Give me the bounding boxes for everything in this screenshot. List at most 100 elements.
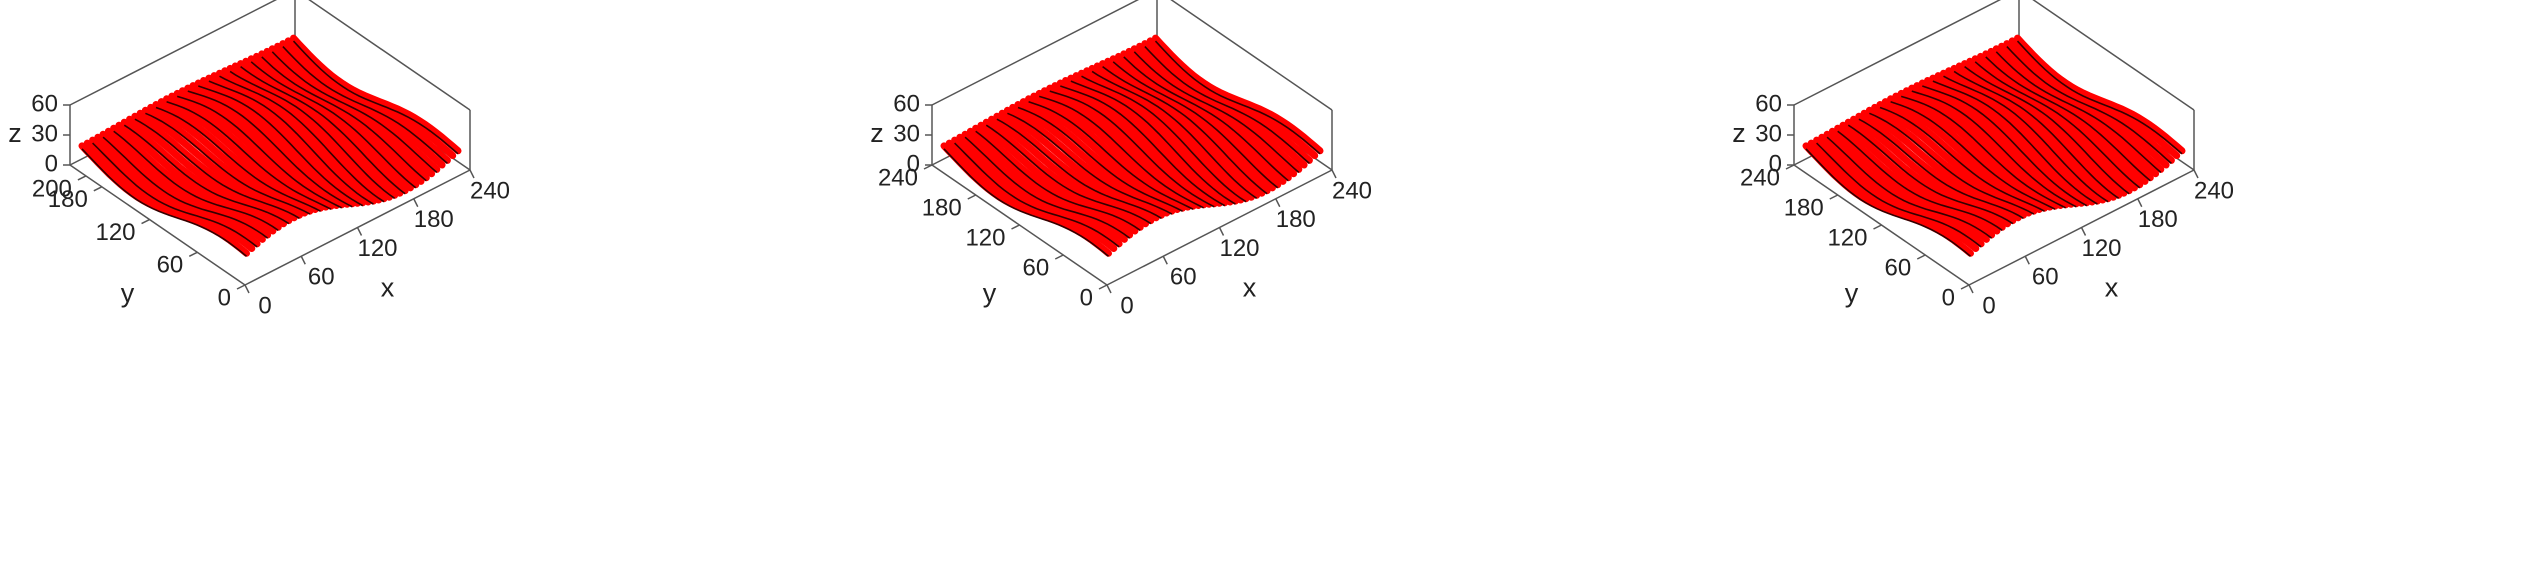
surface-stroke xyxy=(956,133,1128,243)
surface-stroke xyxy=(258,50,430,182)
y-tick-label: 180 xyxy=(922,194,962,221)
surface-stroke xyxy=(1892,92,2064,209)
surface-stroke xyxy=(247,55,420,189)
surface-edge xyxy=(145,112,311,215)
x-tick xyxy=(413,198,419,208)
surface-edge xyxy=(1943,75,2109,203)
surface-stroke xyxy=(104,127,277,235)
surface-edge xyxy=(1932,80,2098,205)
x-tick-label: 0 xyxy=(1120,292,1133,319)
surface-stroke xyxy=(83,139,256,252)
x-tick xyxy=(469,169,475,179)
x-tick xyxy=(244,284,250,294)
z-tick-label: 30 xyxy=(893,120,920,147)
x-tick-label: 60 xyxy=(308,264,335,291)
x-tick xyxy=(1968,284,1974,294)
surface-edge xyxy=(964,136,1131,239)
x-tick xyxy=(356,227,363,236)
x-tick-label: 180 xyxy=(2138,206,2178,233)
surface-edge xyxy=(271,51,438,174)
y-tick xyxy=(236,284,246,290)
y-tick xyxy=(1098,284,1108,290)
x-axis-label: x xyxy=(381,273,395,303)
surface-stroke xyxy=(1802,142,1974,257)
surface-stroke xyxy=(126,115,298,222)
x-tick-label: 0 xyxy=(258,292,271,319)
surface-stroke xyxy=(977,121,1149,228)
surface-edge xyxy=(943,148,1110,257)
surface-edge xyxy=(985,124,1152,225)
surface-stroke xyxy=(1120,50,1292,182)
surface-stroke xyxy=(115,121,287,228)
x-tick-label: 240 xyxy=(470,177,510,204)
z-tick-label: 60 xyxy=(1755,90,1782,117)
surface-edge xyxy=(996,118,1162,219)
x-tick-label: 180 xyxy=(414,206,454,233)
y-tick-label: 0 xyxy=(1080,284,1093,311)
z-axis-label: z xyxy=(1732,118,1746,148)
box-edge xyxy=(69,0,278,106)
x-tick xyxy=(2024,255,2030,265)
surface-stroke xyxy=(2014,34,2186,155)
surface-stroke xyxy=(1839,121,2011,228)
x-axis-label: x xyxy=(2105,273,2119,303)
surface-edge xyxy=(1974,61,2141,189)
y-tick xyxy=(967,194,977,200)
x-tick xyxy=(2080,227,2087,236)
surface-stroke xyxy=(1844,118,2017,225)
box-edge xyxy=(1793,0,2002,106)
surface-edge xyxy=(261,56,427,182)
surface-edge xyxy=(1964,65,2130,195)
z-axis-label: z xyxy=(870,118,884,148)
surface-edge xyxy=(1133,51,1300,174)
z-tick-label: 60 xyxy=(893,90,920,117)
surface-stroke xyxy=(99,130,272,239)
surface-edge xyxy=(219,75,385,203)
y-tick-label: 60 xyxy=(157,252,184,279)
y-tick-label: 60 xyxy=(1023,254,1050,281)
surface-stroke xyxy=(998,109,1171,217)
z-tick-label: 30 xyxy=(1755,120,1782,147)
x-tick-label: 240 xyxy=(2194,177,2234,204)
y-tick-label: 240 xyxy=(1740,164,1780,191)
surface-stroke xyxy=(1961,60,2133,195)
surface-stroke xyxy=(1046,84,1218,208)
surface-edge xyxy=(198,85,364,207)
surface-stroke xyxy=(966,127,1139,235)
surface-edge xyxy=(1869,112,2035,215)
y-axis-label: y xyxy=(121,278,135,308)
y-tick xyxy=(93,186,103,192)
y-tick xyxy=(1916,254,1926,260)
box-edge xyxy=(308,0,471,111)
surface-edge xyxy=(1017,106,1183,212)
surface-stroke xyxy=(940,142,1112,257)
surface-stroke xyxy=(1009,103,1181,213)
surface-edge xyxy=(240,65,406,195)
surface-edge xyxy=(81,148,248,257)
surface-stroke xyxy=(1014,101,1186,212)
surface-edge xyxy=(166,101,332,210)
x-tick-label: 120 xyxy=(357,235,397,262)
z-tick-label: 30 xyxy=(31,120,58,147)
surface-edge xyxy=(1123,56,1289,182)
surface-stroke xyxy=(1918,79,2091,207)
surface-stroke xyxy=(120,118,293,225)
y-axis-label: y xyxy=(1845,278,1859,308)
surface-edge xyxy=(1081,75,1247,203)
surface-stroke xyxy=(1828,127,2001,235)
surface-edge xyxy=(1858,118,2024,219)
surface-stroke xyxy=(1813,136,1985,248)
x-tick xyxy=(1331,169,1337,179)
surface-stroke xyxy=(1152,34,1324,155)
surface-edge xyxy=(2016,40,2183,155)
surface-stroke xyxy=(1881,98,2054,211)
surface-edge xyxy=(1154,40,1321,155)
surface-stroke xyxy=(1860,109,2033,217)
surface-stroke xyxy=(951,136,1123,248)
surface-edge xyxy=(123,124,290,225)
surface-edge xyxy=(1890,101,2056,210)
surface-stroke xyxy=(1030,92,1202,209)
surface-stroke xyxy=(1913,82,2085,207)
x-tick xyxy=(1218,227,1225,236)
surface-stroke xyxy=(988,115,1160,222)
